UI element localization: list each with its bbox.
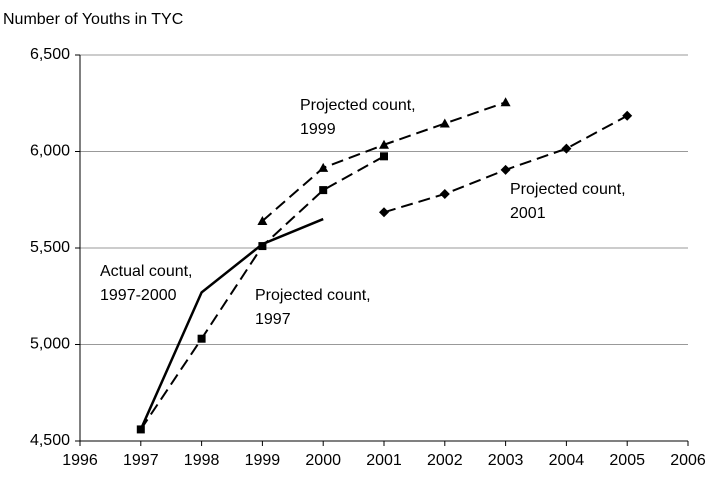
square-marker [319,186,328,195]
diamond-marker [500,164,511,175]
triangle-marker [439,118,450,128]
square-marker [197,334,206,343]
series-label: Projected count, [510,181,626,198]
x-tick-label: 2003 [488,452,524,469]
series-label: 2001 [510,205,546,222]
series-line [139,217,324,430]
diamond-marker [561,143,572,154]
x-tick-label: 2006 [670,452,706,469]
y-tick-label: 5,500 [30,239,70,256]
diamond-marker [439,188,450,199]
triangle-marker [257,215,268,225]
y-axis-title: Number of Youths in TYC [3,11,183,28]
series-label: 1997 [255,311,291,328]
diamond-marker [379,207,389,218]
triangle-marker [379,139,389,149]
square-marker [258,242,267,251]
series-label: Projected count, [300,97,416,114]
x-tick-label: 1998 [184,452,220,469]
x-tick-label: 1997 [123,452,159,469]
square-marker [136,425,145,434]
series-label: 1997-2000 [100,287,177,304]
x-tick-label: 2002 [427,452,463,469]
x-tick-label: 1999 [245,452,281,469]
y-tick-label: 6,000 [30,143,70,160]
square-marker [380,152,388,161]
y-tick-label: 4,500 [30,432,70,449]
x-tick-label: 2001 [366,452,402,469]
diamond-marker [622,110,633,121]
x-tick-label: 2000 [305,452,341,469]
y-tick-label: 5,000 [30,336,70,353]
series-label: Projected count, [255,287,371,304]
triangle-marker [318,162,329,172]
y-tick-label: 6,500 [30,46,70,63]
triangle-marker [500,97,511,107]
x-tick-label: 2005 [609,452,645,469]
series-label: 1999 [300,121,336,138]
series-label: Actual count, [100,263,193,280]
x-tick-label: 1996 [62,452,98,469]
x-tick-label: 2004 [549,452,585,469]
